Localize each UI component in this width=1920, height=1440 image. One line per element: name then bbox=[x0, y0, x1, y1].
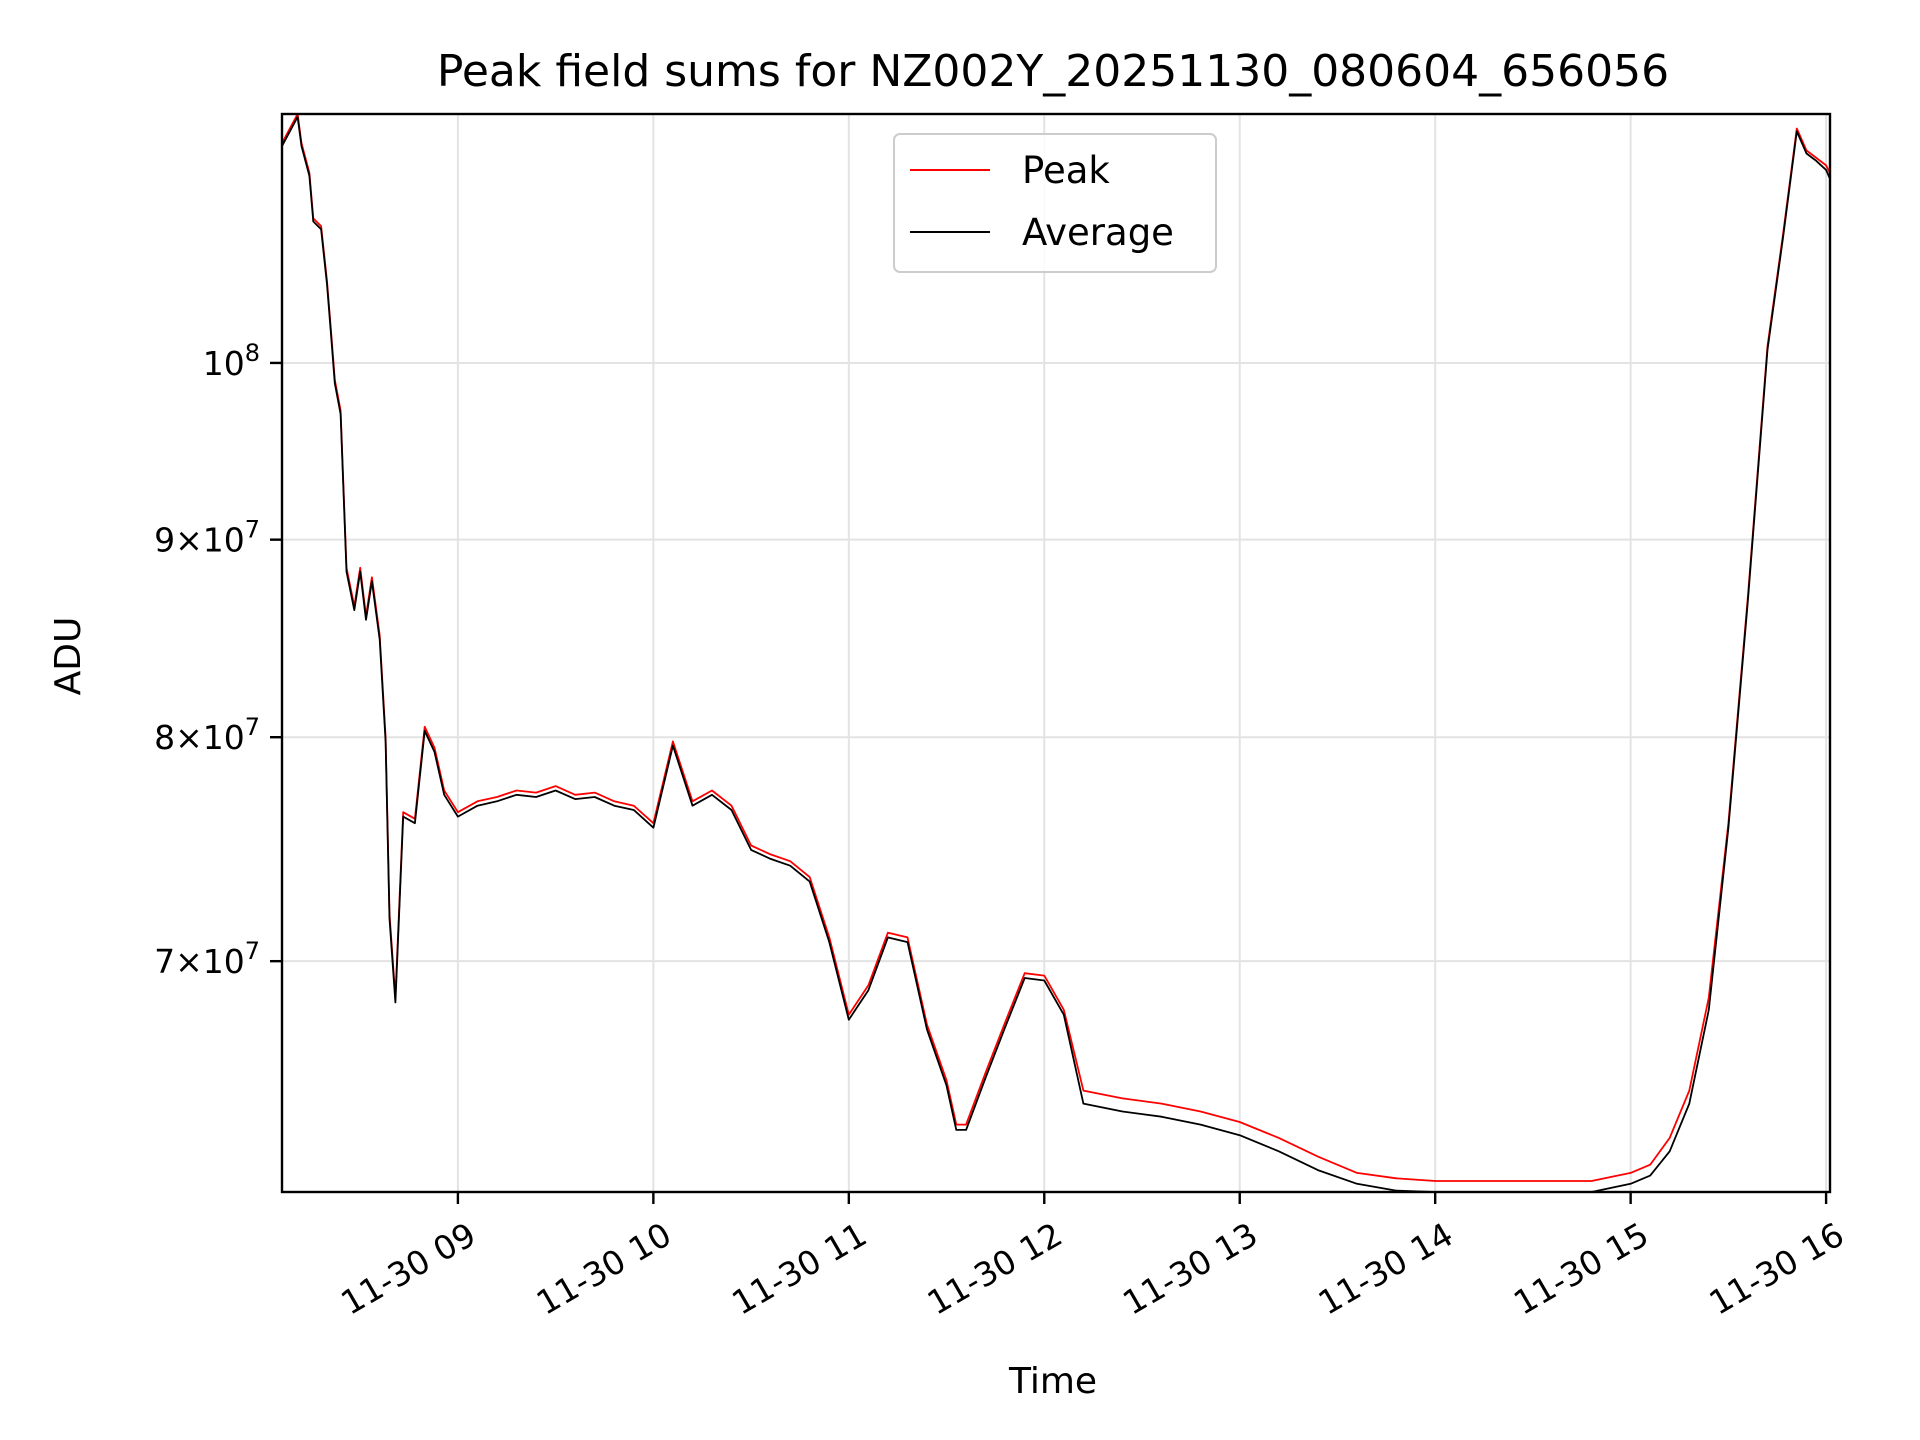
y-axis-label: ADU bbox=[48, 617, 89, 696]
legend: Peak Average bbox=[893, 133, 1217, 273]
y-tick-label-0: 7×107 bbox=[154, 937, 260, 981]
y-tick-label-3: 108 bbox=[203, 339, 260, 383]
axes-frame bbox=[280, 112, 1832, 1194]
y-tick-label-1: 8×107 bbox=[154, 713, 260, 757]
chart-title: Peak field sums for NZ002Y_20251130_0806… bbox=[437, 46, 1669, 97]
y-tick-label-2: 9×107 bbox=[154, 516, 260, 560]
y-tick-exponent: 7 bbox=[245, 937, 260, 965]
grid bbox=[282, 114, 1830, 1192]
series-line-peak bbox=[281, 113, 1831, 1182]
legend-label-peak: Peak bbox=[1022, 149, 1110, 192]
legend-label-average: Average bbox=[1022, 211, 1174, 254]
y-tick-base: 10 bbox=[203, 344, 245, 383]
y-tick-base: 7×10 bbox=[154, 942, 245, 981]
legend-box bbox=[893, 133, 1217, 273]
y-tick-exponent: 7 bbox=[245, 713, 260, 741]
y-tick-base: 9×10 bbox=[154, 521, 245, 560]
y-tick-base: 8×10 bbox=[154, 718, 245, 757]
y-tick-exponent: 7 bbox=[245, 516, 260, 544]
y-tick-exponent: 8 bbox=[245, 339, 260, 367]
x-axis-label: Time bbox=[1008, 1361, 1097, 1402]
